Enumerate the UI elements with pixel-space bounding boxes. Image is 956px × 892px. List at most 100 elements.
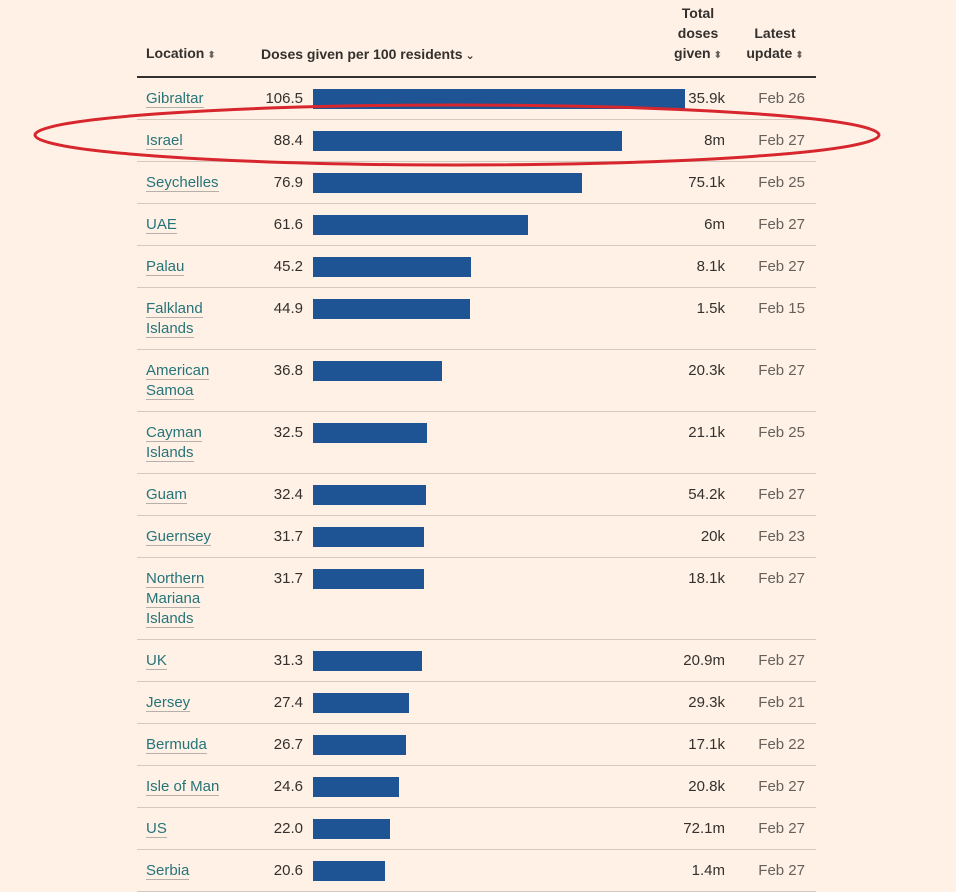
table-row: Northern Mariana Islands 31.7 18.1k Feb 27 <box>137 558 816 640</box>
dose-bar <box>313 819 390 839</box>
table-row: Isle of Man 24.6 20.8k Feb 27 <box>137 766 816 808</box>
sort-icon: ⬍ <box>713 50 722 61</box>
header-latest-update[interactable]: Latest update ⬍ <box>740 23 810 66</box>
dose-value-label: 24.6 <box>273 778 303 795</box>
total-doses-value: 54.2k <box>688 486 725 503</box>
table-row: Cayman Islands 32.5 21.1k Feb 25 <box>137 412 816 474</box>
location-label: Isle of Man <box>146 778 220 796</box>
dose-value-label: 31.7 <box>273 528 303 545</box>
table-row: US 22.0 72.1m Feb 27 <box>137 808 816 850</box>
dose-value-label: 61.6 <box>273 216 303 233</box>
total-doses-value: 29.3k <box>688 694 725 711</box>
latest-update-value: Feb 25 <box>758 424 805 441</box>
table-row: Seychelles 76.9 75.1k Feb 25 <box>137 162 816 204</box>
dose-bar <box>313 131 622 151</box>
dose-bar <box>313 777 399 797</box>
latest-update-value: Feb 27 <box>758 570 805 587</box>
dose-value-label: 36.8 <box>273 362 303 379</box>
latest-update-value: Feb 27 <box>758 216 805 233</box>
location-link[interactable]: Gibraltar <box>146 89 236 109</box>
location-label: Palau <box>146 258 185 276</box>
location-label: UAE <box>146 216 177 234</box>
dose-value-label: 45.2 <box>273 258 303 275</box>
table-header: Location ⬍ Doses given per 100 residents ⌄… <box>137 0 816 78</box>
table-row: Palau 45.2 8.1k Feb 27 <box>137 246 816 288</box>
location-link[interactable]: American Samoa <box>146 361 236 401</box>
dose-value-label: 106.5 <box>265 90 303 107</box>
location-link[interactable]: UK <box>146 651 236 671</box>
total-doses-value: 17.1k <box>688 736 725 753</box>
location-link[interactable]: Israel <box>146 131 236 151</box>
dose-bar <box>313 527 424 547</box>
header-total-line3: given <box>674 45 711 61</box>
location-label: Guernsey <box>146 528 212 546</box>
location-label: Seychelles <box>146 174 219 192</box>
latest-update-value: Feb 27 <box>758 652 805 669</box>
latest-update-value: Feb 21 <box>758 694 805 711</box>
table-row: Serbia 20.6 1.4m Feb 27 <box>137 850 816 892</box>
header-doses-label: Doses given per 100 residents <box>261 46 463 62</box>
header-doses[interactable]: Doses given per 100 residents ⌄ <box>261 44 475 66</box>
table-row: Gibraltar 106.5 35.9k Feb 26 <box>137 78 816 120</box>
dose-bar <box>313 861 385 881</box>
table-row: UAE 61.6 6m Feb 27 <box>137 204 816 246</box>
dose-bar <box>313 299 470 319</box>
location-label: US <box>146 820 167 838</box>
location-label: American <box>146 362 210 380</box>
dose-value-label: 26.7 <box>273 736 303 753</box>
total-doses-value: 8.1k <box>696 258 725 275</box>
location-label: Islands <box>146 444 194 462</box>
location-link[interactable]: Isle of Man <box>146 777 236 797</box>
table-row: Falkland Islands 44.9 1.5k Feb 15 <box>137 288 816 350</box>
dose-value-label: 31.3 <box>273 652 303 669</box>
location-link[interactable]: Northern Mariana Islands <box>146 569 236 629</box>
dose-bar <box>313 569 424 589</box>
latest-update-value: Feb 27 <box>758 258 805 275</box>
dose-value-label: 22.0 <box>273 820 303 837</box>
location-label: Serbia <box>146 862 190 880</box>
location-link[interactable]: Cayman Islands <box>146 423 236 463</box>
location-link[interactable]: Seychelles <box>146 173 236 193</box>
latest-update-value: Feb 22 <box>758 736 805 753</box>
total-doses-value: 20.8k <box>688 778 725 795</box>
header-total-doses[interactable]: Total doses given ⬍ <box>668 3 728 66</box>
dose-bar <box>313 361 442 381</box>
header-total-line2: doses <box>677 25 719 41</box>
latest-update-value: Feb 23 <box>758 528 805 545</box>
dose-bar <box>313 173 582 193</box>
table-row: Guam 32.4 54.2k Feb 27 <box>137 474 816 516</box>
latest-update-value: Feb 27 <box>758 820 805 837</box>
latest-update-value: Feb 27 <box>758 486 805 503</box>
location-link[interactable]: Palau <box>146 257 236 277</box>
dose-bar <box>313 693 409 713</box>
dose-value-label: 32.4 <box>273 486 303 503</box>
location-link[interactable]: Guam <box>146 485 236 505</box>
location-label: Samoa <box>146 382 194 400</box>
location-link[interactable]: US <box>146 819 236 839</box>
location-label: Falkland <box>146 300 203 318</box>
vaccination-table: Location ⬍ Doses given per 100 residents ⌄… <box>137 0 816 892</box>
location-label: Islands <box>146 320 194 338</box>
location-link[interactable]: Guernsey <box>146 527 236 547</box>
total-doses-value: 75.1k <box>688 174 725 191</box>
table-row: Guernsey 31.7 20k Feb 23 <box>137 516 816 558</box>
location-label: Cayman <box>146 424 202 442</box>
location-label: Bermuda <box>146 736 207 754</box>
total-doses-value: 20.9m <box>683 652 725 669</box>
header-update-line2: update <box>746 45 793 61</box>
header-location[interactable]: Location ⬍ <box>146 43 216 66</box>
location-label: Mariana <box>146 590 201 608</box>
location-link[interactable]: Bermuda <box>146 735 236 755</box>
dose-value-label: 31.7 <box>273 570 303 587</box>
total-doses-value: 20k <box>700 528 725 545</box>
location-link[interactable]: Serbia <box>146 861 236 881</box>
table-row: UK 31.3 20.9m Feb 27 <box>137 640 816 682</box>
latest-update-value: Feb 25 <box>758 174 805 191</box>
location-link[interactable]: Jersey <box>146 693 236 713</box>
latest-update-value: Feb 27 <box>758 778 805 795</box>
header-total-line1: Total <box>681 5 715 21</box>
location-label: Jersey <box>146 694 191 712</box>
location-link[interactable]: UAE <box>146 215 236 235</box>
location-link[interactable]: Falkland Islands <box>146 299 236 339</box>
total-doses-value: 72.1m <box>683 820 725 837</box>
